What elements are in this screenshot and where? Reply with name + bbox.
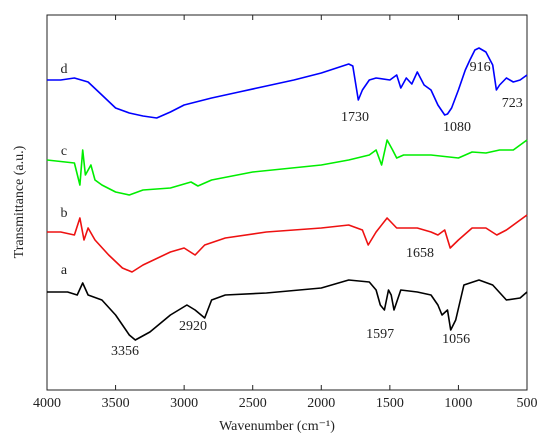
plot-frame xyxy=(46,14,528,391)
x-tick-label: 2500 xyxy=(239,396,267,411)
series-label: b xyxy=(61,206,68,221)
series-label: d xyxy=(61,62,68,77)
x-axis-label: Wavenumber (cm⁻¹) xyxy=(219,419,335,434)
series-label: c xyxy=(61,144,67,159)
peak-annotation: 1597 xyxy=(366,327,394,342)
x-tick-label: 1000 xyxy=(444,396,472,411)
x-tick-label: 3000 xyxy=(170,396,198,411)
peak-annotation: 2920 xyxy=(179,319,207,334)
x-tick-label: 1500 xyxy=(376,396,404,411)
spectrum-line xyxy=(47,47,528,119)
x-tick-label: 4000 xyxy=(33,396,61,411)
y-axis-label: Transmittance (a.u.) xyxy=(12,145,27,258)
peak-annotation: 1056 xyxy=(442,332,470,347)
peak-annotation: 723 xyxy=(502,96,523,111)
peak-annotation: 3356 xyxy=(111,344,139,359)
spectrum-line xyxy=(46,139,528,196)
x-tick-label: 3500 xyxy=(102,396,130,411)
peak-annotation: 1730 xyxy=(341,110,369,125)
spectrum-line xyxy=(47,214,528,273)
series-label: a xyxy=(61,263,68,278)
peak-annotation: 1080 xyxy=(443,120,471,135)
x-tick-label: 500 xyxy=(517,396,538,411)
spectrum-line xyxy=(47,279,528,341)
peak-annotation: 1658 xyxy=(406,246,434,261)
peak-annotation: 916 xyxy=(470,60,491,75)
x-tick-label: 2000 xyxy=(307,396,335,411)
